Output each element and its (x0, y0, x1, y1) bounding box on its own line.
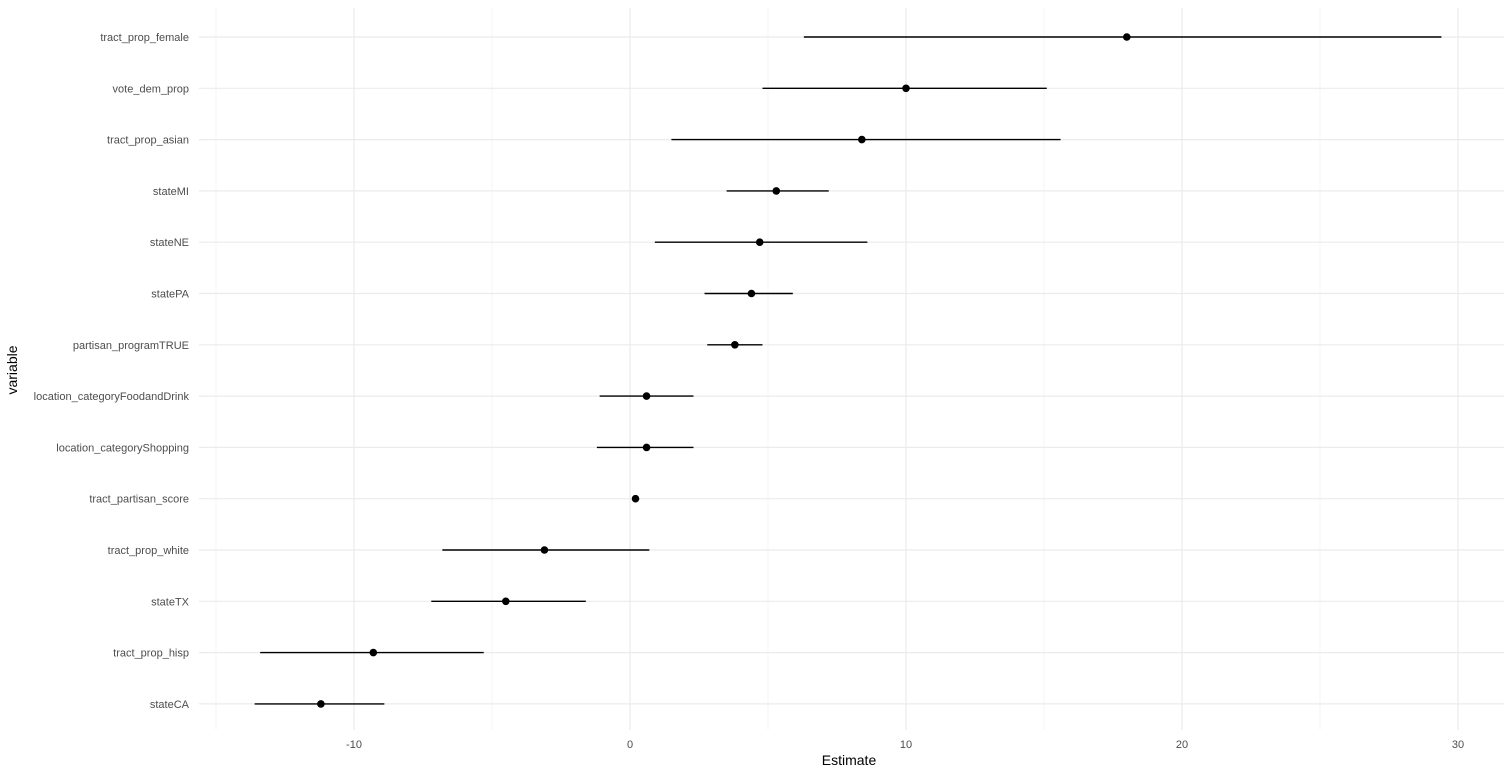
y-tick-label-tract_prop_female: tract_prop_female (100, 32, 189, 44)
estimate-point-stateTX (502, 597, 510, 606)
x-tick-label: 10 (900, 739, 912, 751)
estimate-point-stateCA (317, 700, 325, 708)
y-tick-label-stateCA: stateCA (150, 699, 190, 711)
y-axis-title: variable (4, 345, 20, 394)
estimate-point-tract_prop_asian (858, 135, 866, 144)
estimate-point-stateNE (755, 238, 764, 246)
confidence-intervals (254, 36, 1442, 705)
x-tick-label: 30 (1452, 739, 1464, 751)
x-tick-label: -10 (346, 739, 362, 751)
y-tick-label-tract_prop_white: tract_prop_white (108, 545, 189, 557)
y-tick-label-stateNE: stateNE (150, 237, 189, 249)
estimate-point-tract_prop_hisp (369, 648, 378, 657)
y-tick-label-location_categoryFoodandDrink: location_categoryFoodandDrink (34, 391, 190, 403)
y-tick-label-location_categoryShopping: location_categoryShopping (56, 442, 189, 454)
y-tick-label-stateTX: stateTX (151, 596, 190, 608)
estimate-point-stateMI (772, 187, 781, 195)
grid-lines (199, 8, 1504, 730)
y-tick-label-tract_partisan_score: tract_partisan_score (89, 494, 189, 506)
y-tick-label-stateMI: stateMI (153, 186, 189, 198)
estimate-point-tract_prop_white (540, 546, 549, 554)
x-tick-label: 20 (1176, 739, 1188, 751)
estimate-point-statePA (747, 289, 756, 298)
x-tick-labels: -10 0 10 20 30 (346, 739, 1464, 751)
y-tick-label-tract_prop_hisp: tract_prop_hisp (113, 648, 189, 660)
estimate-point-location_categoryFoodandDrink (642, 392, 651, 400)
y-tick-label-partisan_programTRUE: partisan_programTRUE (73, 340, 189, 352)
y-tick-label-vote_dem_prop: vote_dem_prop (113, 83, 189, 95)
x-tick-label: 0 (627, 739, 633, 751)
x-axis-title: Estimate (822, 752, 877, 768)
y-tick-label-tract_prop_asian: tract_prop_asian (107, 135, 189, 147)
estimate-point-vote_dem_prop (902, 84, 910, 93)
estimate-point-tract_partisan_score (631, 494, 640, 503)
estimate-point-location_categoryShopping (642, 443, 651, 452)
y-tick-label-statePA: statePA (151, 289, 189, 301)
estimate-points (317, 33, 1131, 708)
estimate-point-tract_prop_female (1123, 33, 1131, 41)
estimate-point-partisan_programTRUE (731, 341, 739, 349)
y-tick-labels: tract_prop_female vote_dem_prop tract_prop… (34, 32, 190, 711)
